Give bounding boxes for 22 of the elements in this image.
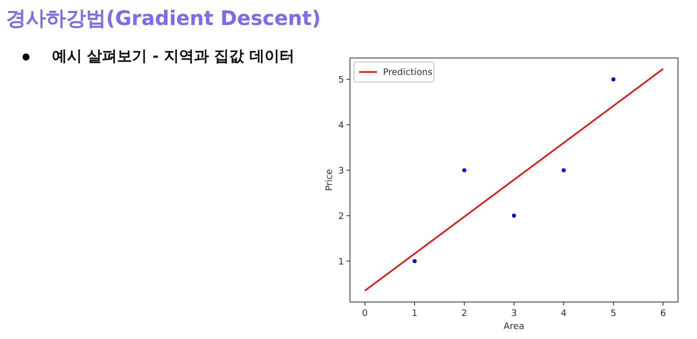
text: 예시 살펴보기 - 지역과 집값 데이터 (52, 47, 294, 66)
x-axis-title: Area (504, 322, 524, 332)
x-tick-label: 6 (660, 309, 666, 319)
y-tick-label: 5 (338, 76, 344, 86)
point (562, 168, 566, 172)
point (412, 259, 417, 264)
y-tick-label: 2 (338, 212, 344, 222)
y-tick-label: 4 (338, 120, 344, 131)
y-tick-label: 3 (338, 166, 344, 176)
x-tick-label: 0 (362, 309, 368, 319)
x-tick-label: 3 (511, 309, 517, 319)
y-axis-title: Price (325, 168, 335, 191)
point (462, 168, 466, 172)
legend-label: Predictions (383, 68, 433, 78)
x-tick-label: 2 (461, 309, 468, 319)
text: 경사하강법(Gradient Descent) (6, 5, 321, 32)
x-tick-label: 5 (610, 309, 616, 319)
x-tick-label: 4 (560, 309, 567, 319)
point (512, 214, 516, 218)
x-tick-label: 1 (412, 309, 418, 319)
point (611, 77, 616, 82)
y-tick-label: 1 (338, 257, 344, 268)
